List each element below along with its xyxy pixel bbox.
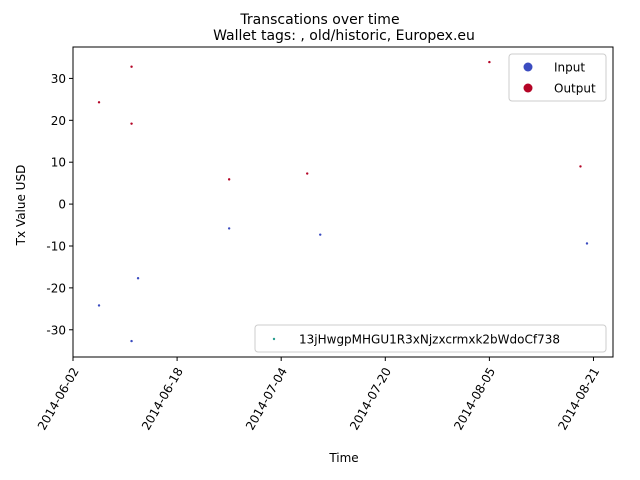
y-axis-label: Tx Value USD — [14, 165, 28, 247]
plot-area — [72, 46, 614, 358]
y-tick-label: -20 — [46, 281, 66, 295]
legend-input-marker — [523, 62, 533, 72]
legend-types: Input Output — [508, 53, 607, 102]
data-points — [97, 60, 589, 343]
data-point-input — [130, 339, 133, 343]
legend-output-label: Output — [554, 82, 596, 96]
y-axis: -30 -20 -10 0 10 20 30 — [46, 72, 73, 337]
x-tick-label: 2014-08-05 — [451, 365, 498, 432]
data-point-output — [130, 122, 133, 125]
x-tick-label: 2014-06-18 — [139, 365, 186, 432]
y-tick-label: -10 — [46, 239, 66, 253]
data-point-output — [306, 172, 309, 175]
legend-address-frame — [254, 324, 607, 353]
x-axis: 2014-06-02 2014-06-18 2014-07-04 2014-07-20… — [35, 357, 602, 433]
y-tick-label: 20 — [51, 114, 66, 128]
legend-output-marker — [523, 83, 533, 93]
y-tick-label: -30 — [46, 323, 66, 337]
legend-types-frame — [508, 53, 607, 102]
data-point-input — [97, 304, 101, 307]
x-tick-label: 2014-07-04 — [243, 365, 290, 432]
x-tick-label: 2014-07-20 — [347, 365, 394, 432]
y-tick-label: 0 — [58, 198, 66, 212]
data-point-output — [579, 165, 582, 168]
data-point-input — [136, 277, 140, 280]
data-point-input — [319, 233, 322, 236]
legend-address-marker — [272, 337, 276, 341]
x-tick-label: 2014-06-02 — [35, 365, 82, 432]
data-point-output — [130, 65, 133, 68]
legend-address-label: 13jHwgpMHGU1R3xNjzxcrmxk2bWdoCf738 — [299, 333, 560, 347]
y-tick-label: 30 — [51, 72, 66, 86]
data-point-output — [97, 101, 101, 104]
legend-input-label: Input — [554, 61, 585, 75]
x-axis-label: Time — [328, 451, 358, 465]
y-tick-label: 10 — [51, 156, 66, 170]
data-point-input — [227, 227, 231, 230]
legend-address: 13jHwgpMHGU1R3xNjzxcrmxk2bWdoCf738 — [254, 324, 607, 353]
chart-subtitle: Wallet tags: , old/historic, Europex.eu — [213, 28, 475, 44]
data-point-input — [585, 242, 589, 245]
data-point-output — [488, 60, 491, 64]
data-point-output — [227, 178, 231, 181]
x-tick-label: 2014-08-21 — [555, 365, 602, 432]
chart-title: Transcations over time — [239, 12, 399, 28]
